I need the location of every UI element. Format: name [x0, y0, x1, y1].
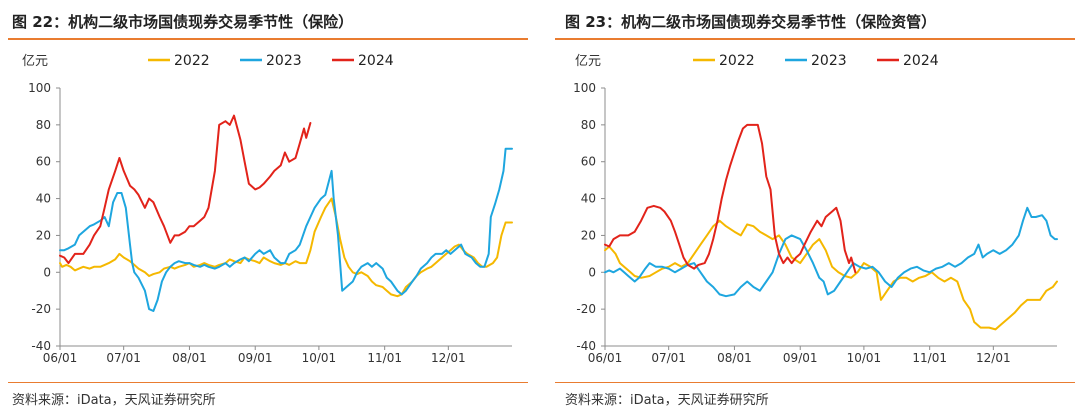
legend-label: 2022 [174, 53, 210, 69]
legend-label: 2024 [903, 53, 939, 69]
x-tick-label: 09/01 [783, 351, 818, 365]
y-tick-label: 60 [36, 155, 51, 169]
x-tick-label: 11/01 [367, 351, 402, 365]
y-tick-label: 40 [36, 192, 51, 206]
x-tick-label: 10/01 [847, 351, 882, 365]
y-tick-label: 100 [28, 81, 51, 95]
source-divider [555, 382, 1075, 383]
series-line-2022 [604, 219, 1058, 331]
y-tick-label: 20 [36, 228, 51, 242]
y-tick-label: -20 [31, 302, 51, 316]
chart-title: 图 22：机构二级市场国债现券交易季节性（保险） [12, 13, 354, 31]
title-divider [8, 38, 528, 40]
y-tick-label: 60 [581, 155, 596, 169]
x-tick-label: 08/01 [717, 351, 752, 365]
legend-label: 2022 [719, 53, 755, 69]
y-tick-label: 20 [581, 228, 596, 242]
legend-label: 2024 [358, 53, 394, 69]
legend-item-2022: 2022 [148, 53, 210, 69]
legend-item-2022: 2022 [693, 53, 755, 69]
x-tick-label: 09/01 [238, 351, 273, 365]
chart-panel-right: 图 23：机构二级市场国债现券交易季节性（保险资管） 亿元 100 80 60 40 2… [545, 0, 1080, 420]
legend-item-2024: 2024 [877, 53, 939, 69]
legend-item-2023: 2023 [240, 53, 302, 69]
title-divider [555, 38, 1075, 40]
x-tick-label: 12/01 [976, 351, 1011, 365]
y-axis-unit-label: 亿元 [22, 54, 48, 69]
series-line-2023 [59, 147, 513, 312]
source-divider [8, 382, 528, 383]
chart-title: 图 23：机构二级市场国债现券交易季节性（保险资管） [565, 13, 937, 31]
y-tick-label: 100 [573, 81, 596, 95]
series-line-2024 [59, 114, 312, 265]
y-tick-label: 0 [43, 265, 51, 279]
chart-panel-left: 图 22：机构二级市场国债现券交易季节性（保险） 亿元 100 80 60 40 20 0… [0, 0, 535, 420]
source-note: 资料来源：iData，天风证券研究所 [12, 393, 216, 408]
y-tick-label: 80 [581, 118, 596, 132]
legend-item-2023: 2023 [785, 53, 847, 69]
y-tick-label: -40 [576, 339, 596, 353]
y-tick-label: -40 [31, 339, 51, 353]
legend-label: 2023 [266, 53, 302, 69]
legend-label: 2023 [811, 53, 847, 69]
x-tick-label: 08/01 [172, 351, 207, 365]
x-tick-label: 10/01 [302, 351, 337, 365]
x-tick-label: 11/01 [912, 351, 947, 365]
series-line-2022 [59, 197, 513, 298]
series-line-2024 [604, 123, 857, 274]
y-tick-label: 0 [588, 265, 596, 279]
legend-item-2024: 2024 [332, 53, 394, 69]
source-note: 资料来源：iData，天风证券研究所 [565, 393, 769, 408]
y-tick-label: 40 [581, 192, 596, 206]
y-tick-label: 80 [36, 118, 51, 132]
x-tick-label: 07/01 [651, 351, 686, 365]
x-tick-label: 07/01 [106, 351, 141, 365]
x-tick-label: 06/01 [43, 351, 78, 365]
series-line-2023 [604, 206, 1058, 298]
y-axis-unit-label: 亿元 [575, 54, 601, 69]
y-tick-label: -20 [576, 302, 596, 316]
x-tick-label: 12/01 [431, 351, 466, 365]
x-tick-label: 06/01 [588, 351, 623, 365]
